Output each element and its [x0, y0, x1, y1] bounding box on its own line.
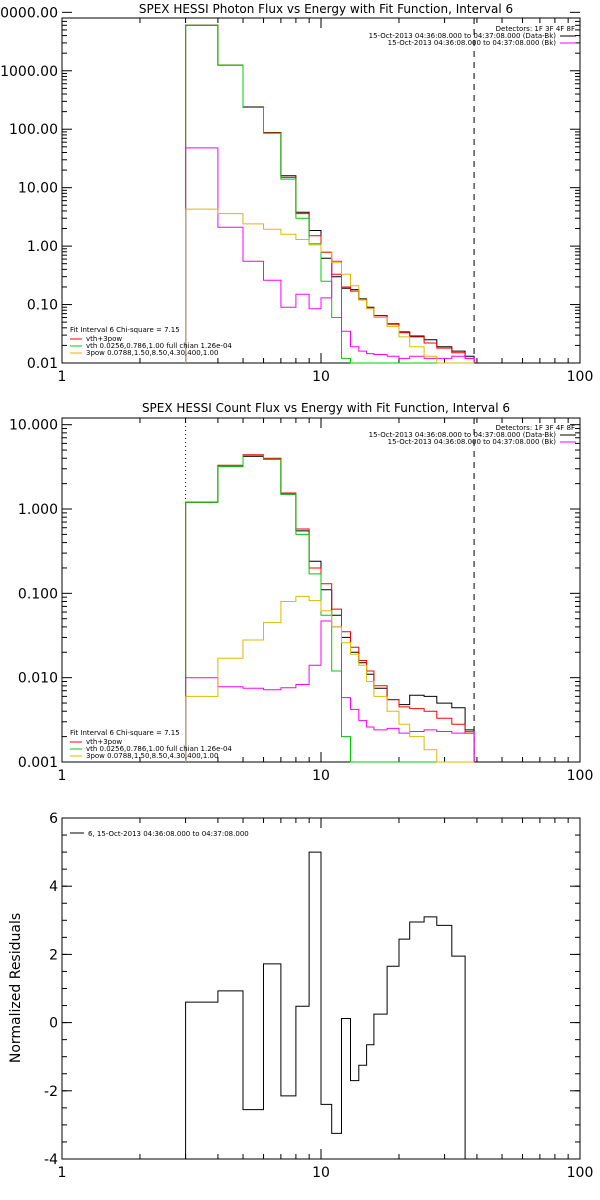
y-tick-label: 1.00	[27, 239, 58, 255]
count-series-lines	[185, 454, 475, 763]
y-tick-label: 0.01	[27, 356, 58, 372]
x-tick-label: 10	[312, 768, 330, 784]
photon-fit-entry-vth: vth 0.0256,0.786,1.00 full chian 1.26e-0…	[86, 342, 232, 350]
photon-fit-entry-3pow: 3pow 0.0788,1.50,8.50,4.30,400,1.00	[86, 349, 218, 357]
x-tick-label: 1	[58, 1165, 67, 1181]
y-tick-label: 4	[49, 879, 58, 895]
residuals-y-axis-label: Normalized Residuals	[8, 913, 24, 1063]
series-line-0	[185, 455, 475, 762]
residuals-chart: Normalized Residuals 1 10 100 6 4 2 0 -2 -4 6, 1…	[8, 811, 593, 1181]
x-tick-label: 1	[58, 369, 67, 385]
series-line-5	[185, 208, 475, 364]
series-line-1	[185, 24, 475, 363]
count-fit-entry-3pow: 3pow 0.0788,1.50,8.50,4.30,400,1.00	[86, 752, 218, 760]
y-tick-label: -2	[44, 1084, 58, 1100]
y-tick-label: 1000.00	[0, 64, 58, 80]
x-tick-label: 10	[312, 1165, 330, 1181]
series-line-1	[185, 454, 475, 762]
x-tick-label: 10	[312, 369, 330, 385]
x-tick-label: 100	[567, 768, 594, 784]
series-line-3	[185, 24, 475, 364]
y-tick-label: 0.001	[18, 755, 58, 771]
photon-legend-entry-data: 15-Oct-2013 04:36:08.000 to 04:37:08.000…	[369, 32, 557, 40]
photon-fit-entry-total: vth+3pow	[86, 335, 122, 343]
y-tick-label: 0.010	[18, 671, 58, 687]
photon-legend-header: Detectors: 1F 3F 4F 8F	[496, 25, 575, 33]
x-tick-label: 100	[567, 369, 594, 385]
x-tick-label: 1	[58, 768, 67, 784]
y-tick-label: 10.00	[18, 181, 58, 197]
y-tick-label: 0.10	[27, 298, 58, 314]
count-detector-legend: Detectors: 1F 3F 4F 8F 15-Oct-2013 04:36…	[369, 424, 576, 446]
photon-chart-title: SPEX HESSI Photon Flux vs Energy with Fi…	[139, 2, 513, 16]
count-fit-entry-total: vth+3pow	[86, 738, 122, 746]
count-chart-title: SPEX HESSI Count Flux vs Energy with Fit…	[142, 401, 510, 415]
y-tick-label: -4	[44, 1152, 58, 1168]
photon-plot-frame	[61, 17, 581, 364]
count-axis-ticks: 1 10 100 10.000 1.000 0.100 0.010 0.001	[9, 418, 593, 784]
count-fit-legend: Fit Interval 6 Chi-square = 7.15 vth+3po…	[70, 729, 232, 760]
residuals-legend: 6, 15-Oct-2013 04:36:08.000 to 04:37:08.…	[70, 830, 249, 838]
photon-detector-legend: Detectors: 1F 3F 4F 8F 15-Oct-2013 04:36…	[369, 25, 576, 47]
photon-legend-entry-bk: 15-Oct-2013 04:36:08.000 to 04:37:08.000…	[388, 39, 557, 47]
photon-fit-legend: Fit Interval 6 Chi-square = 7.15 vth+3po…	[70, 326, 232, 357]
series-line-0	[185, 24, 475, 363]
residuals-series-lines	[185, 851, 475, 1160]
y-tick-label: 0	[49, 1016, 58, 1032]
residuals-legend-entry: 6, 15-Oct-2013 04:36:08.000 to 04:37:08.…	[88, 830, 249, 838]
count-legend-entry-data: 15-Oct-2013 04:36:08.000 to 04:37:08.000…	[369, 431, 557, 439]
series-line-4	[185, 147, 475, 363]
photon-series-lines	[185, 24, 475, 364]
count-fit-entry-vth: vth 0.0256,0.786,1.00 full chian 1.26e-0…	[86, 745, 232, 753]
y-tick-label: 100.00	[9, 122, 58, 138]
y-tick-label: 0.100	[18, 586, 58, 602]
y-tick-label: 10.000	[9, 418, 58, 434]
y-tick-label: 1.000	[18, 502, 58, 518]
photon-flux-chart: SPEX HESSI Photon Flux vs Energy with Fi…	[0, 2, 593, 385]
count-legend-entry-bk: 15-Oct-2013 04:36:08.000 to 04:37:08.000…	[388, 438, 557, 446]
count-flux-chart: SPEX HESSI Count Flux vs Energy with Fit…	[9, 401, 593, 784]
y-tick-label: 6	[49, 811, 58, 827]
series-line-0	[185, 851, 475, 1160]
y-tick-label: 2	[49, 947, 58, 963]
photon-fit-header: Fit Interval 6 Chi-square = 7.15	[70, 326, 180, 334]
x-tick-label: 100	[567, 1165, 594, 1181]
series-line-5	[185, 595, 475, 763]
series-line-4	[185, 620, 475, 762]
residuals-axis-ticks: 1 10 100 6 4 2 0 -2 -4	[44, 811, 593, 1181]
series-line-3	[185, 455, 475, 763]
photon-energy-range-lines	[185, 18, 475, 363]
count-fit-header: Fit Interval 6 Chi-square = 7.15	[70, 729, 180, 737]
count-legend-header: Detectors: 1F 3F 4F 8F	[496, 424, 575, 432]
